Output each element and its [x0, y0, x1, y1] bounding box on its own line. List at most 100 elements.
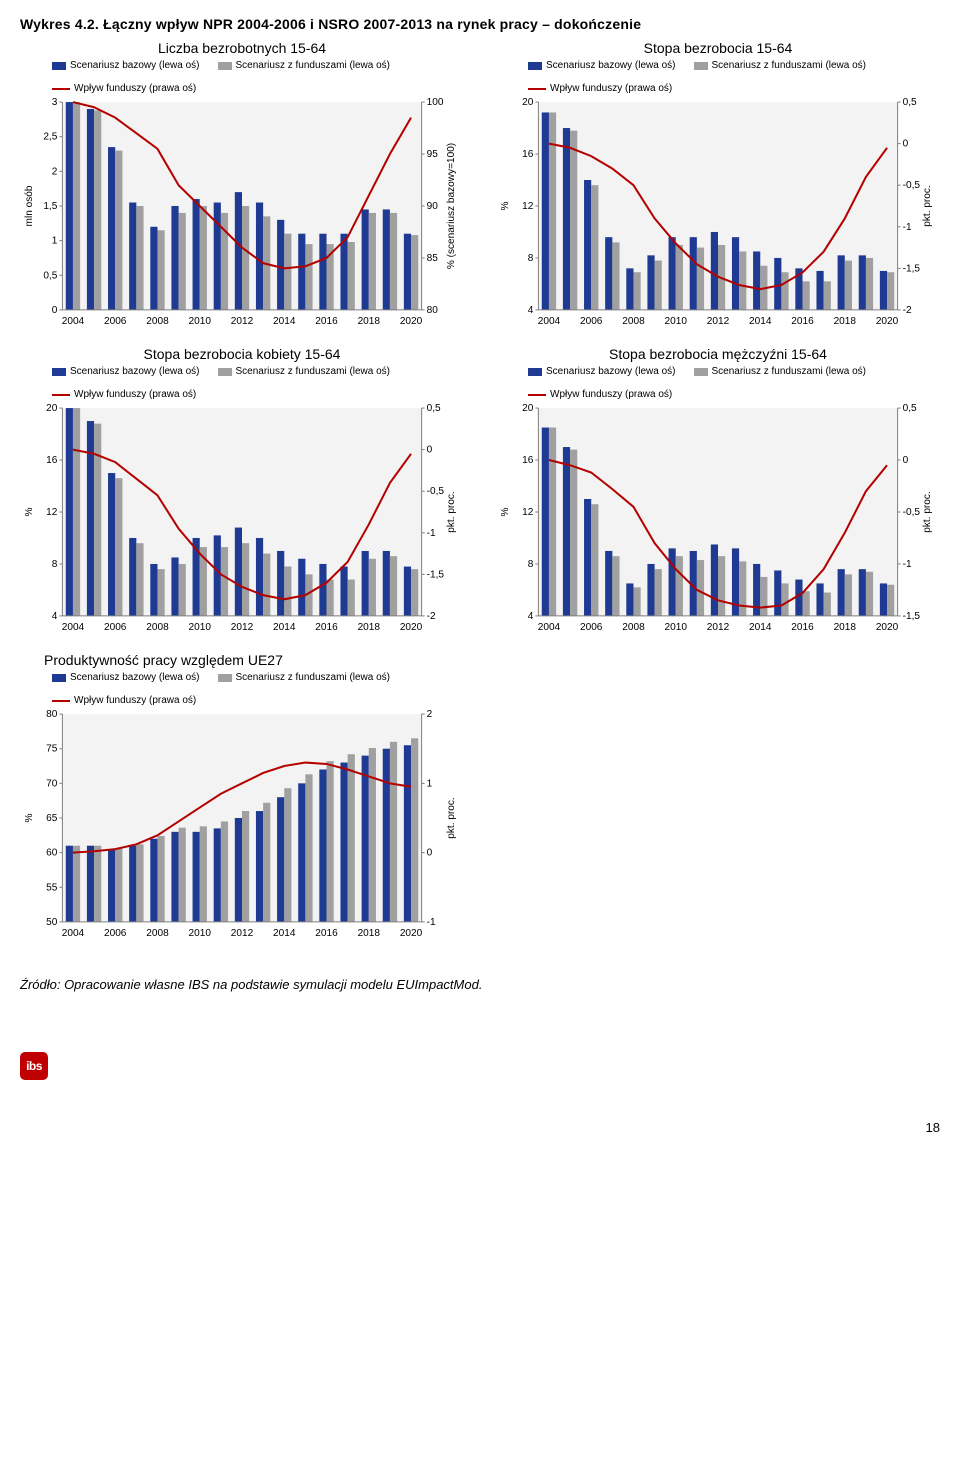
svg-text:70: 70	[46, 779, 58, 790]
subtitle-unemp-rate: Stopa bezrobocia 15-64	[496, 40, 940, 56]
swatch-base	[528, 62, 542, 70]
swatch-fund	[218, 62, 232, 70]
svg-text:2: 2	[427, 709, 433, 720]
legend-item-base: Scenariusz bazowy (lewa oś)	[52, 60, 200, 71]
svg-text:60: 60	[46, 848, 58, 859]
swatch-impact	[528, 394, 546, 396]
svg-text:2004: 2004	[538, 316, 561, 327]
svg-text:2: 2	[52, 166, 58, 177]
svg-text:0,5: 0,5	[903, 97, 917, 108]
title-prefix: Wykres 4.2.	[20, 16, 99, 32]
swatch-fund	[218, 368, 232, 376]
svg-text:-0,5: -0,5	[903, 180, 921, 191]
swatch-impact	[52, 394, 70, 396]
svg-text:95: 95	[427, 149, 439, 160]
svg-text:2016: 2016	[315, 622, 338, 633]
svg-text:0,5: 0,5	[43, 270, 57, 281]
swatch-impact	[52, 88, 70, 90]
svg-text:8: 8	[52, 559, 58, 570]
legend-label-base: Scenariusz bazowy (lewa oś)	[70, 60, 200, 71]
svg-text:2020: 2020	[400, 928, 423, 939]
svg-text:-1,5: -1,5	[903, 263, 921, 274]
svg-text:0: 0	[52, 305, 58, 316]
svg-text:16: 16	[522, 455, 534, 466]
svg-text:8: 8	[528, 253, 534, 264]
svg-text:2014: 2014	[749, 622, 772, 633]
svg-text:0,5: 0,5	[903, 403, 917, 414]
svg-text:3: 3	[52, 97, 58, 108]
svg-text:50: 50	[46, 917, 58, 928]
legend-item-fund: Scenariusz z funduszami (lewa oś)	[218, 672, 391, 683]
logo-icon: ibs	[20, 1052, 48, 1080]
svg-text:85: 85	[427, 253, 439, 264]
svg-text:0,5: 0,5	[427, 403, 441, 414]
svg-text:8: 8	[528, 559, 534, 570]
svg-text:2006: 2006	[104, 316, 127, 327]
svg-text:1,5: 1,5	[43, 201, 57, 212]
legend-label-fund: Scenariusz z funduszami (lewa oś)	[236, 366, 391, 377]
svg-text:2016: 2016	[315, 316, 338, 327]
svg-text:2010: 2010	[189, 928, 212, 939]
page-number: 18	[20, 1120, 940, 1135]
legend-unemp-women: Scenariusz bazowy (lewa oś) Scenariusz z …	[20, 366, 464, 400]
svg-text:2016: 2016	[791, 622, 814, 633]
svg-text:2018: 2018	[834, 316, 857, 327]
svg-text:0: 0	[903, 455, 909, 466]
svg-text:2012: 2012	[231, 622, 254, 633]
svg-text:pkt. proc.: pkt. proc.	[446, 798, 457, 839]
svg-text:65: 65	[46, 813, 58, 824]
svg-text:1: 1	[52, 236, 58, 247]
legend-unemp-rate: Scenariusz bazowy (lewa oś)Scenariusz z …	[496, 60, 940, 94]
chart-row-3: Produktywność pracy względem UE27 Scenar…	[20, 652, 940, 950]
svg-text:2020: 2020	[400, 316, 423, 327]
subtitle-unemp-women: Stopa bezrobocia kobiety 15-64	[20, 346, 464, 362]
source-text: Źródło: Opracowanie własne IBS na podsta…	[20, 977, 940, 992]
chart-unemp-rate: 48121620-2-1,5-1-0,500,52004200620082010…	[496, 96, 940, 338]
swatch-fund	[694, 368, 708, 376]
svg-text:mln osób: mln osób	[24, 185, 35, 226]
svg-text:2008: 2008	[146, 622, 169, 633]
svg-text:2020: 2020	[876, 622, 899, 633]
chart-unemp-men: 48121620-1,5-1-0,500,5200420062008201020…	[496, 402, 940, 644]
svg-text:2014: 2014	[273, 316, 296, 327]
svg-text:2010: 2010	[189, 316, 212, 327]
svg-text:1: 1	[427, 779, 433, 790]
svg-text:80: 80	[427, 305, 439, 316]
legend-item-fund: Scenariusz z funduszami (lewa oś)	[218, 60, 391, 71]
legend-label-impact: Wpływ funduszy (prawa oś)	[550, 83, 672, 94]
svg-text:90: 90	[427, 201, 439, 212]
svg-text:0: 0	[903, 139, 909, 150]
legend-item-impact: Wpływ funduszy (prawa oś)	[52, 695, 464, 706]
svg-text:%: %	[24, 814, 35, 823]
svg-text:2008: 2008	[622, 316, 645, 327]
legend-label-base: Scenariusz bazowy (lewa oś)	[546, 366, 676, 377]
svg-text:16: 16	[522, 149, 534, 160]
svg-text:pkt. proc.: pkt. proc.	[922, 185, 933, 226]
swatch-fund	[694, 62, 708, 70]
legend-unemp-men: Scenariusz bazowy (lewa oś)Scenariusz z …	[496, 366, 940, 400]
svg-text:2008: 2008	[146, 928, 169, 939]
legend-item-base: Scenariusz bazowy (lewa oś)	[52, 366, 200, 377]
svg-text:pkt. proc.: pkt. proc.	[446, 491, 457, 532]
svg-text:-2: -2	[903, 305, 912, 316]
svg-text:2008: 2008	[146, 316, 169, 327]
empty-col	[496, 652, 940, 950]
svg-text:2004: 2004	[62, 316, 85, 327]
legend-item-base: Scenariusz bazowy (lewa oś)	[52, 672, 200, 683]
svg-text:-2: -2	[427, 611, 436, 622]
chart-col-unemp-men: Stopa bezrobocia mężczyźni 15-64 Scenari…	[496, 346, 940, 644]
svg-text:-1: -1	[903, 559, 912, 570]
svg-text:2004: 2004	[62, 928, 85, 939]
legend-item-impact: Wpływ funduszy (prawa oś)	[52, 83, 464, 94]
logo: ibs	[20, 1052, 940, 1080]
legend-unemp-count: Scenariusz bazowy (lewa oś) Scenariusz z …	[20, 60, 464, 94]
chart-col-unemp-count: Liczba bezrobotnych 15-64 Scenariusz baz…	[20, 40, 464, 338]
subtitle-unemp-count: Liczba bezrobotnych 15-64	[20, 40, 464, 56]
legend-label-base: Scenariusz bazowy (lewa oś)	[70, 672, 200, 683]
legend-label-base: Scenariusz bazowy (lewa oś)	[70, 366, 200, 377]
svg-text:pkt. proc.: pkt. proc.	[922, 491, 933, 532]
legend-item-fund: Scenariusz z funduszami (lewa oś)	[694, 60, 867, 71]
svg-text:2018: 2018	[358, 316, 381, 327]
legend-label-impact: Wpływ funduszy (prawa oś)	[74, 389, 196, 400]
legend-label-fund: Scenariusz z funduszami (lewa oś)	[236, 672, 391, 683]
